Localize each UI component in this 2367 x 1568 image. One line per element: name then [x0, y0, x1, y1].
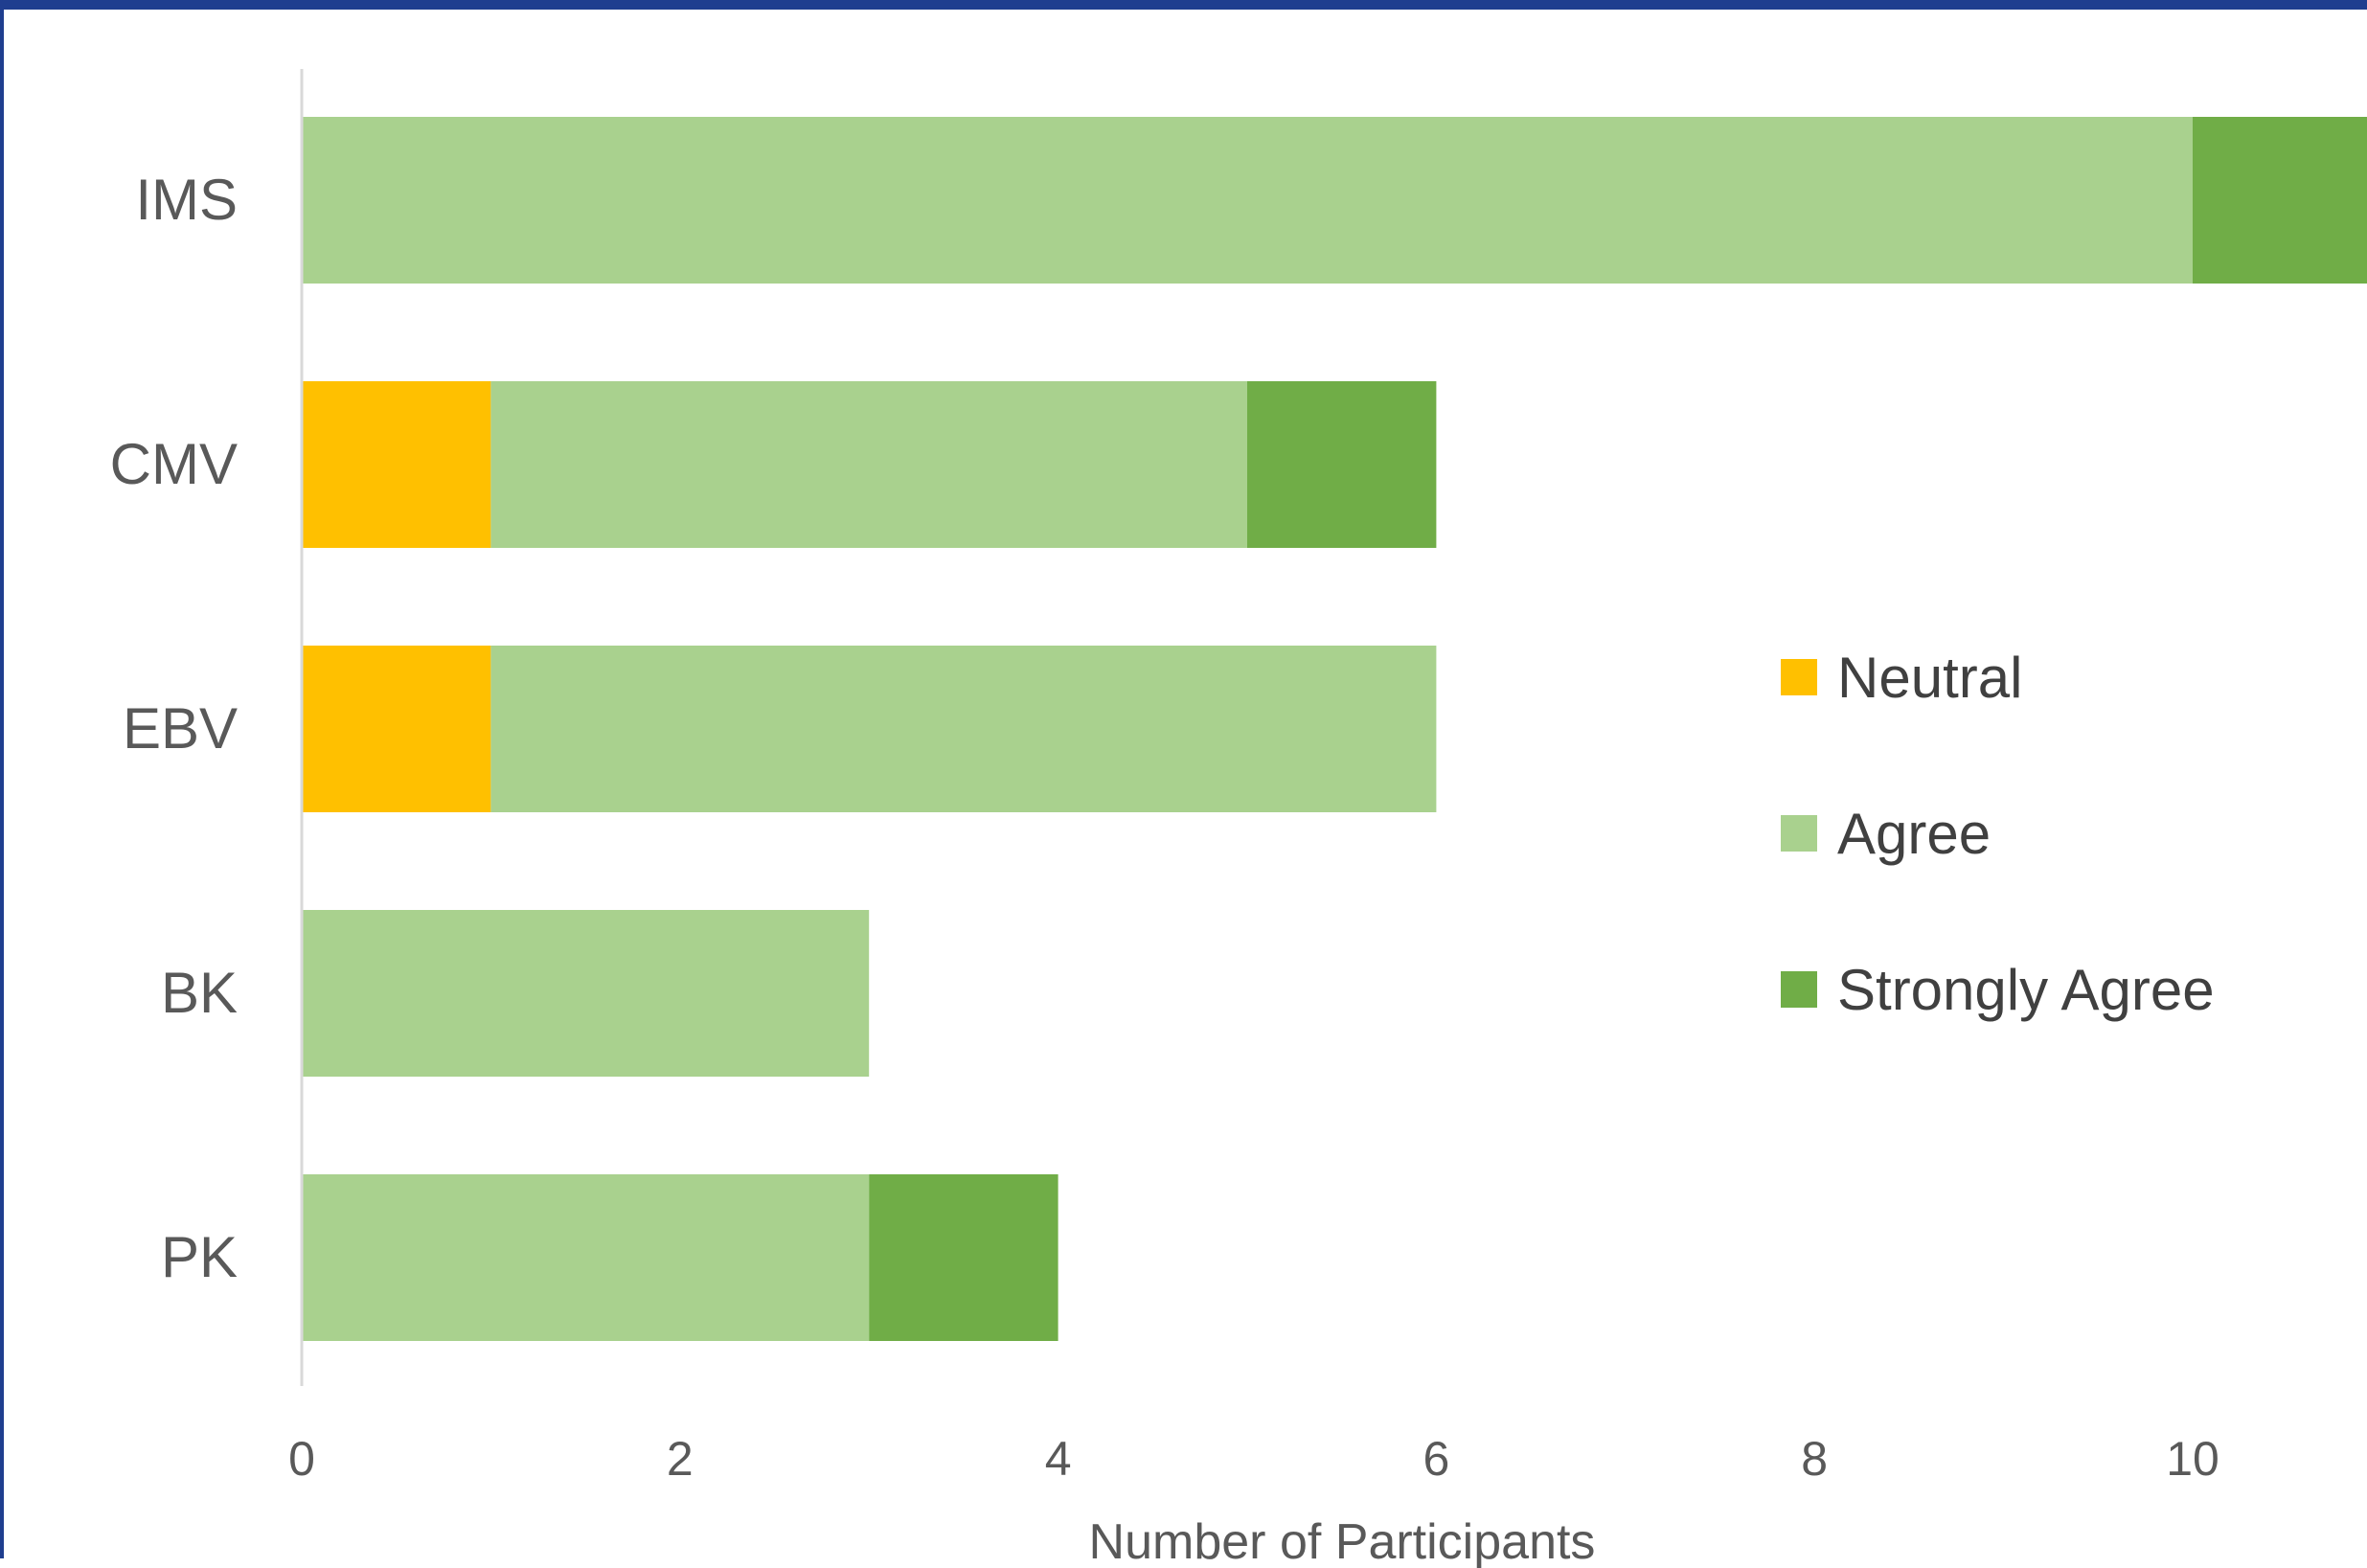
x-tick-label-2: 2 — [667, 1432, 694, 1486]
stacked-bar-chart: IMS CMV EBV BK PK 0 2 4 6 8 10 Number of Particip… — [110, 69, 2367, 1568]
y-tick-label-ebv: EBV — [123, 696, 238, 761]
bar-ims-strongly-agree — [2193, 117, 2367, 284]
x-tick-label-4: 4 — [1045, 1432, 1072, 1486]
y-axis-tick-labels: IMS CMV EBV BK PK — [110, 168, 238, 1289]
bar-ebv-neutral — [302, 646, 491, 812]
bar-cmv-agree — [490, 381, 1247, 548]
bar-ims-agree — [302, 117, 2193, 284]
legend-label-agree: Agree — [1837, 802, 1991, 866]
x-tick-label-0: 0 — [288, 1432, 315, 1486]
y-tick-label-cmv: CMV — [110, 432, 238, 496]
x-axis-title: Number of Participants — [1089, 1514, 1596, 1568]
legend-swatch-agree — [1781, 815, 1817, 852]
x-axis-tick-labels: 0 2 4 6 8 10 — [288, 1432, 2219, 1486]
legend-swatch-strongly-agree — [1781, 971, 1817, 1008]
y-tick-label-pk: PK — [161, 1225, 238, 1289]
bar-bk-agree — [302, 910, 870, 1077]
bar-pk-agree — [302, 1174, 870, 1341]
y-tick-label-ims: IMS — [135, 168, 238, 232]
legend-swatch-neutral — [1781, 659, 1817, 695]
x-tick-label-6: 6 — [1422, 1432, 1449, 1486]
bar-pk-strongly-agree — [869, 1174, 1058, 1341]
legend-label-strongly-agree: Strongly Agree — [1837, 958, 2215, 1022]
bar-cmv-strongly-agree — [1247, 381, 1437, 548]
legend: Neutral Agree Strongly Agree — [1781, 646, 2215, 1022]
y-tick-label-bk: BK — [161, 961, 238, 1025]
bar-ebv-agree — [490, 646, 1437, 812]
bars-group — [302, 117, 2367, 1341]
x-tick-label-8: 8 — [1801, 1432, 1828, 1486]
legend-label-neutral: Neutral — [1837, 646, 2022, 710]
bar-cmv-neutral — [302, 381, 491, 548]
x-tick-label-10: 10 — [2166, 1432, 2219, 1486]
